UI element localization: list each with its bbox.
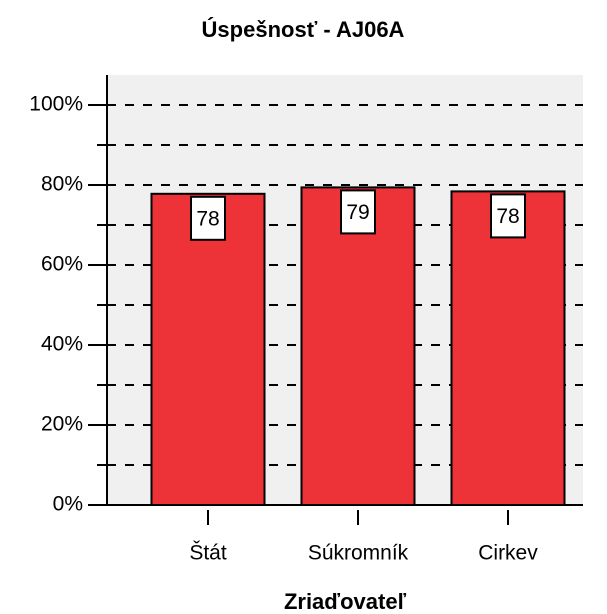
y-tick-label: 20% — [41, 413, 83, 436]
y-tick-label: 0% — [53, 493, 83, 516]
value-label: 78 — [196, 207, 219, 230]
y-tick-label: 100% — [29, 93, 83, 116]
y-tick-label: 80% — [41, 173, 83, 196]
x-tick-label: Súkromník — [308, 542, 409, 565]
bar — [450, 190, 566, 506]
bar — [150, 192, 266, 507]
value-label-box — [490, 193, 526, 239]
value-label-box — [340, 189, 376, 235]
chart-title: Úspešnosť - AJ06A — [202, 17, 405, 42]
value-label-box — [190, 195, 226, 241]
y-tick-label: 40% — [41, 333, 83, 356]
x-tick-label: Cirkev — [478, 542, 538, 565]
x-axis-label: Zriaďovateľ — [284, 589, 407, 614]
value-label: 79 — [346, 201, 369, 224]
bar — [300, 186, 416, 506]
y-tick-label: 60% — [41, 253, 83, 276]
x-tick-label: Štát — [189, 542, 227, 565]
value-label: 78 — [496, 205, 519, 228]
